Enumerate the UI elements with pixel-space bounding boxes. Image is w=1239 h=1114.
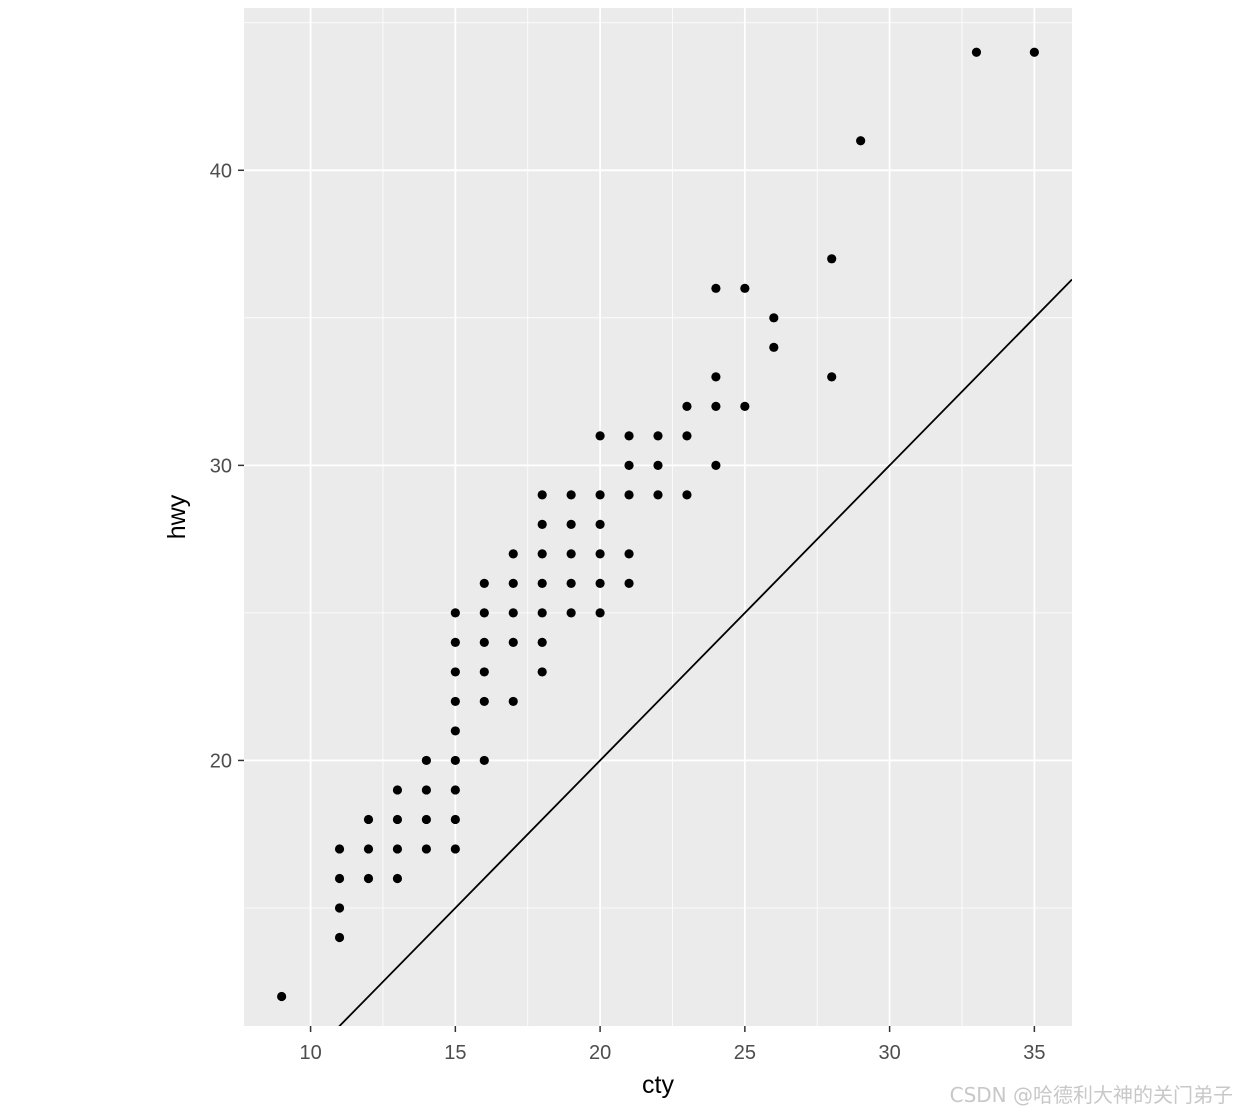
data-point	[334, 873, 345, 884]
data-point	[450, 637, 460, 648]
data-point	[537, 578, 547, 588]
data-point	[392, 844, 403, 854]
data-point	[624, 431, 634, 441]
reference-line-group	[338, 278, 1072, 1026]
data-point	[682, 401, 692, 411]
data-point	[624, 549, 634, 559]
data-point	[450, 608, 460, 618]
x-axis-title: cty	[642, 1071, 674, 1099]
x-tick-label: 25	[734, 1042, 756, 1064]
data-point	[537, 519, 547, 529]
x-tick-label: 35	[1023, 1042, 1045, 1064]
data-point	[392, 785, 403, 795]
data-point	[363, 873, 374, 884]
data-point	[421, 755, 431, 766]
data-point	[682, 431, 692, 441]
data-point	[595, 490, 605, 500]
data-point	[479, 608, 489, 618]
data-point	[334, 932, 345, 943]
data-point	[479, 755, 489, 766]
data-point	[740, 401, 750, 411]
x-tick-label: 15	[444, 1042, 466, 1064]
data-point	[595, 431, 605, 441]
data-point	[334, 844, 345, 854]
x-axis: 10 15 20 25 30 35	[299, 1026, 1045, 1064]
data-point	[769, 342, 779, 352]
data-point	[479, 696, 489, 707]
data-point	[566, 519, 576, 529]
y-tick-label: 20	[210, 750, 232, 772]
data-point	[537, 549, 547, 559]
data-point	[682, 490, 692, 500]
x-tick-label: 20	[589, 1042, 611, 1064]
data-point	[421, 814, 431, 825]
data-point	[595, 578, 605, 588]
data-point	[508, 696, 518, 707]
data-point	[537, 490, 547, 500]
data-point	[479, 637, 489, 648]
data-point	[363, 814, 374, 825]
data-point	[1029, 47, 1039, 57]
data-point	[508, 578, 518, 588]
y-axis-title: hwy	[163, 494, 191, 539]
data-point	[450, 844, 460, 854]
data-point	[508, 637, 518, 648]
data-point	[624, 578, 634, 588]
data-point	[711, 283, 721, 293]
data-point	[537, 637, 547, 648]
data-point	[566, 578, 576, 588]
data-point	[508, 549, 518, 559]
y-tick-label: 30	[210, 455, 232, 477]
data-point	[624, 490, 634, 500]
x-tick-label: 30	[878, 1042, 900, 1064]
y-axis: 20 30 40	[210, 160, 244, 772]
data-point	[856, 136, 866, 146]
data-point	[537, 667, 547, 677]
data-point	[566, 549, 576, 559]
data-point	[450, 785, 460, 795]
data-point	[537, 608, 547, 618]
watermark-text: CSDN @哈德利大神的关门弟子	[949, 1083, 1233, 1107]
data-point	[711, 401, 721, 411]
data-point	[711, 460, 721, 470]
data-point	[450, 755, 460, 766]
data-point	[711, 372, 721, 382]
y-tick-label: 40	[210, 160, 232, 182]
data-point	[624, 460, 634, 470]
minor-gridlines	[244, 8, 1072, 1026]
data-point	[653, 460, 663, 470]
data-point	[653, 431, 663, 441]
data-point	[450, 696, 460, 707]
data-point	[653, 490, 663, 500]
data-point	[450, 814, 460, 825]
data-point	[769, 313, 779, 323]
data-point	[595, 549, 605, 559]
data-point	[450, 726, 460, 736]
data-point	[450, 667, 460, 677]
data-point	[595, 519, 605, 529]
data-point	[566, 490, 576, 500]
x-tick-label: 10	[299, 1042, 321, 1064]
data-point	[740, 283, 750, 293]
data-point	[392, 873, 403, 884]
data-point	[827, 372, 837, 382]
data-point	[421, 785, 431, 795]
data-point	[566, 608, 576, 618]
data-point	[479, 667, 489, 677]
data-point	[392, 814, 403, 825]
data-point	[508, 608, 518, 618]
reference-line	[338, 278, 1072, 1026]
data-point	[595, 608, 605, 618]
data-point	[827, 254, 837, 264]
data-point	[334, 903, 345, 913]
data-point	[479, 578, 489, 588]
data-point	[971, 47, 982, 57]
data-point	[277, 991, 287, 1002]
data-point	[363, 844, 374, 854]
plot-panel	[244, 8, 1072, 1026]
data-points	[277, 47, 1039, 1002]
data-point	[421, 844, 431, 854]
